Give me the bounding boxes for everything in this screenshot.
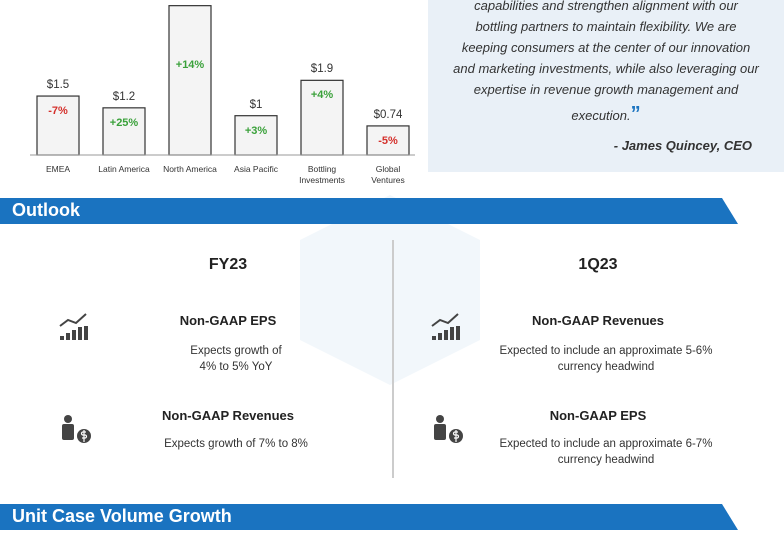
bar [234, 115, 278, 156]
column-heading: FY23 [208, 256, 248, 273]
icon-dollar [80, 430, 88, 442]
icon-body [62, 424, 74, 440]
quote-mark: ” [630, 103, 641, 125]
icon-bar [66, 333, 70, 340]
item-text: Expects growth of 4% to 5% YoY [190, 345, 282, 373]
quote-line: and marketing investments, while also le… [453, 61, 759, 76]
item-title: Non-GAAP EPS [179, 313, 277, 328]
icon-bar [84, 326, 88, 340]
column-heading: 1Q23 [578, 256, 618, 273]
value-label: $1.9 [310, 63, 334, 76]
value-label: $1.5 [46, 79, 70, 92]
growth-label: +4% [310, 89, 334, 102]
category-label: Latin America [98, 164, 150, 174]
item-title: Non-GAAP EPS [549, 408, 647, 423]
item-text: Expected to include an approximate 6-7% … [499, 438, 713, 466]
outlook-banner [0, 198, 738, 224]
icon-bar [432, 336, 436, 340]
icon-line [431, 313, 459, 327]
icon-head [436, 415, 444, 423]
category-label: Bottling Investments [299, 164, 345, 185]
item-title: Non-GAAP Revenues [162, 408, 294, 423]
icon-bar [60, 336, 64, 340]
category-label: North America [163, 164, 217, 174]
growth-label: +3% [244, 124, 268, 137]
category-label: Asia Pacific [234, 164, 278, 174]
bar [36, 95, 80, 156]
icon-body [434, 424, 446, 440]
bar [168, 5, 212, 156]
icon-bar [450, 327, 454, 340]
value-label: $1 [249, 98, 263, 111]
icon-dollar [452, 430, 460, 442]
quote-line: capabilities and strengthen alignment wi… [474, 0, 738, 13]
growth-label: -7% [48, 105, 68, 118]
bar [102, 107, 146, 156]
item-title: Non-GAAP Revenues [532, 313, 664, 328]
icon-bar [78, 327, 82, 340]
icon-line [59, 313, 87, 327]
icon-head [64, 415, 72, 423]
item-text: Expected to include an approximate 5-6% … [499, 345, 713, 373]
icon-bar [444, 330, 448, 340]
category-label: Global Ventures [371, 164, 405, 185]
banner-title: Outlook [12, 200, 80, 220]
value-label: $0.74 [373, 108, 403, 121]
icon-bar [72, 330, 76, 340]
quote-line: bottling partners to maintain flexibilit… [475, 19, 737, 34]
value-label: $1.2 [112, 90, 136, 103]
icon-bar [456, 326, 460, 340]
growth-label: +14% [175, 58, 205, 71]
growth-label: -5% [378, 134, 398, 147]
banner-title: Unit Case Volume Growth [12, 506, 232, 526]
value-label: $3.8 [160, 0, 220, 1]
bar [366, 125, 410, 156]
icon-bar [438, 333, 442, 340]
quote-line: keeping consumers at the center of our i… [461, 40, 751, 55]
item-text: Expects growth of 7% to 8% [164, 438, 308, 450]
quote-line: execution.” [571, 103, 641, 125]
quote-box [428, 0, 784, 172]
attribution: - James Quincey, CEO [613, 138, 752, 153]
quote-line: expertise in revenue growth management a… [473, 82, 739, 97]
category-label: EMEA [45, 164, 71, 174]
unit-case-banner [0, 504, 738, 530]
growth-label: +25% [109, 116, 139, 129]
